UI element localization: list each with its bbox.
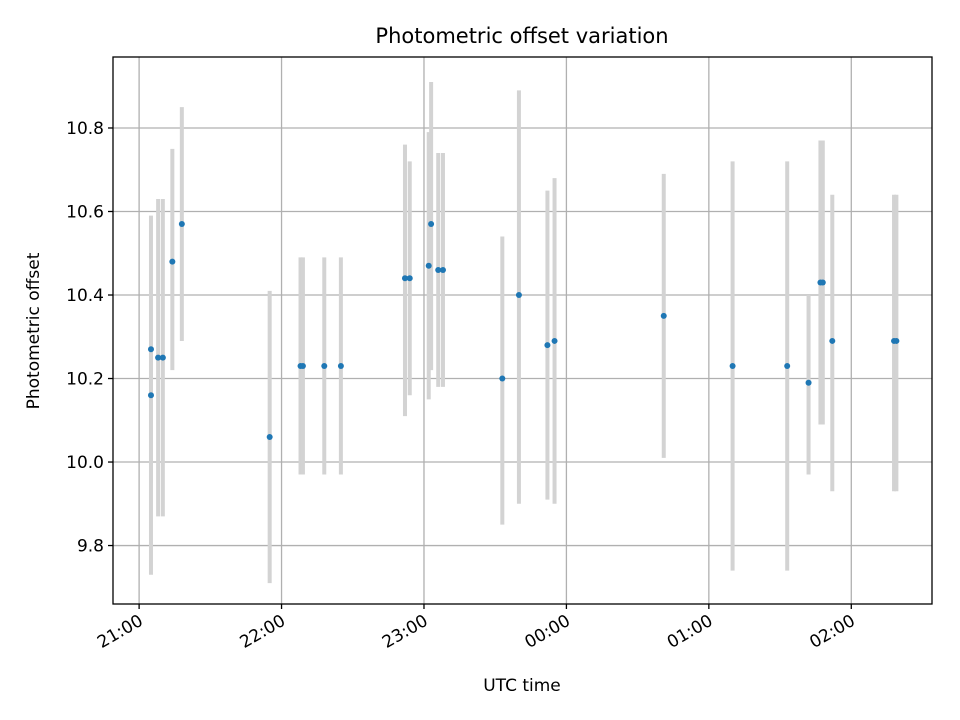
data-point [155,354,162,361]
data-point [178,221,185,228]
data-point [729,362,736,369]
y-axis-label: Photometric offset [24,252,44,409]
data-point [499,375,506,382]
data-point [299,362,306,369]
data-point [337,362,344,369]
y-tick-label: 10.8 [66,119,104,139]
data-point [439,266,446,273]
plot-frame [112,56,933,605]
data-point [425,262,432,269]
data-point [515,292,522,299]
y-tick-label: 10.6 [66,202,104,222]
data-point [401,275,408,282]
data-point [893,337,900,344]
data-point [660,312,667,319]
data-point [805,379,812,386]
data-point [147,392,154,399]
data-point [169,258,176,265]
chart-title: Photometric offset variation [375,24,668,48]
y-tick-label: 10.0 [66,453,104,473]
data-point [819,279,826,286]
tick-layer: 21:00 22:00 23:00 00:00 01:00 02:009.810.010.… [66,119,859,653]
data-point [784,362,791,369]
y-tick-label: 9.8 [77,537,104,557]
point-layer [147,221,900,440]
data-point [544,342,551,349]
data-point [551,337,558,344]
data-point [406,275,413,282]
data-point [321,362,328,369]
data-point [435,266,442,273]
data-point [266,433,273,440]
data-point [159,354,166,361]
data-point [147,346,154,353]
x-axis-label: UTC time [483,676,561,696]
y-tick-label: 10.4 [66,286,104,306]
data-point [428,221,435,228]
grid-layer [113,57,932,604]
data-point [829,337,836,344]
y-tick-label: 10.2 [66,370,104,390]
